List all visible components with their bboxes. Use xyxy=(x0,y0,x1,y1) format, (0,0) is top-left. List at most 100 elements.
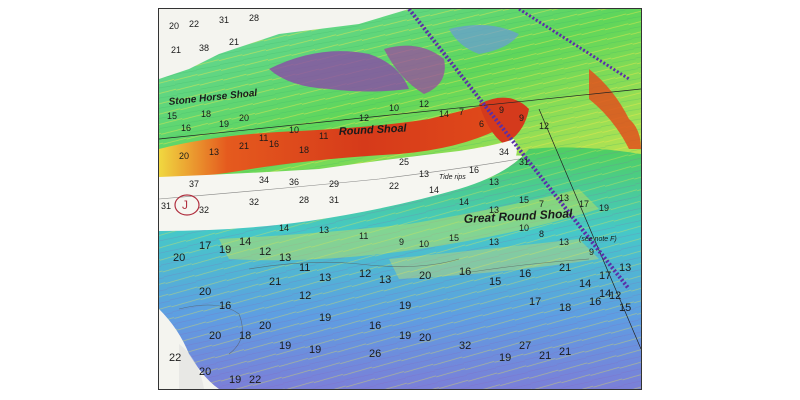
sounding-35: 37 xyxy=(189,179,199,189)
sounding-54: 13 xyxy=(319,225,329,235)
sounding-81: 13 xyxy=(619,262,631,274)
feature-round-shoal: Round Shoal xyxy=(339,122,408,138)
sounding-8: 16 xyxy=(181,123,191,133)
sounding-70: 11 xyxy=(299,262,310,274)
sounding-105: 19 xyxy=(499,352,511,364)
sounding-110: 19 xyxy=(229,374,241,386)
sounding-22: 9 xyxy=(519,113,524,123)
sounding-55: 11 xyxy=(359,231,368,241)
sounding-44: 13 xyxy=(489,177,499,187)
sounding-23: 12 xyxy=(539,121,549,131)
feature-see-note: (see note F) xyxy=(579,236,617,243)
sounding-94: 18 xyxy=(239,330,251,342)
sounding-74: 20 xyxy=(419,270,431,282)
course-line xyxy=(407,9,631,291)
buoy-marker[interactable]: J xyxy=(174,194,200,216)
sounding-7: 15 xyxy=(167,111,177,121)
sounding-1: 22 xyxy=(189,19,199,29)
sounding-79: 14 xyxy=(579,278,591,290)
sounding-82: 14 xyxy=(599,288,611,300)
sounding-18: 14 xyxy=(439,109,449,119)
sounding-14: 11 xyxy=(319,131,328,141)
sounding-2: 31 xyxy=(219,15,229,25)
sounding-3: 28 xyxy=(249,13,259,23)
sounding-21: 9 xyxy=(499,105,504,115)
sounding-47: 13 xyxy=(489,205,499,215)
sounding-27: 16 xyxy=(269,139,279,149)
sounding-69: 13 xyxy=(279,252,291,264)
sounding-65: 17 xyxy=(199,240,211,252)
sounding-4: 21 xyxy=(171,45,181,55)
sounding-40: 31 xyxy=(329,195,339,205)
nautical-chart[interactable]: 20 22 31 28 21 38 21 15 16 18 19 20 11 10 11 12 10 12 14 7 6… xyxy=(158,8,642,390)
sounding-15: 12 xyxy=(359,113,369,123)
sounding-98: 16 xyxy=(369,320,381,332)
sounding-111: 22 xyxy=(249,374,261,386)
sounding-25: 13 xyxy=(209,147,219,157)
sounding-43: 16 xyxy=(469,165,479,175)
sounding-77: 16 xyxy=(519,268,531,280)
sounding-80: 17 xyxy=(599,270,611,282)
sounding-104: 21 xyxy=(559,346,571,358)
sounding-53: 14 xyxy=(279,223,289,233)
lower-land-area xyxy=(159,309,219,389)
sounding-67: 14 xyxy=(239,236,251,248)
north-deep-purple xyxy=(269,51,409,92)
sounding-84: 20 xyxy=(199,286,211,298)
sounding-41: 22 xyxy=(389,181,399,191)
sounding-9: 18 xyxy=(201,109,211,119)
sounding-62: 13 xyxy=(559,237,569,247)
sounding-106: 27 xyxy=(519,340,531,352)
sounding-76: 15 xyxy=(489,276,501,288)
sounding-72: 12 xyxy=(359,268,371,280)
sounding-16: 10 xyxy=(389,103,399,113)
sounding-46: 14 xyxy=(459,197,469,207)
sounding-99: 19 xyxy=(399,330,411,342)
sounding-83: 12 xyxy=(609,290,621,302)
sounding-64: 20 xyxy=(173,252,185,264)
sounding-86: 21 xyxy=(269,276,281,288)
sounding-13: 10 xyxy=(289,125,299,135)
sounding-29: 25 xyxy=(399,157,409,167)
sounding-109: 20 xyxy=(199,366,211,378)
round-shoal-red-band xyxy=(159,104,501,178)
sounding-48: 15 xyxy=(519,195,529,205)
sounding-92: 15 xyxy=(619,302,631,314)
sounding-37: 32 xyxy=(199,205,209,215)
sounding-88: 19 xyxy=(399,300,411,312)
sounding-5: 38 xyxy=(199,43,209,53)
sounding-39: 28 xyxy=(299,195,309,205)
sounding-100: 20 xyxy=(419,332,431,344)
sounding-19: 7 xyxy=(459,107,464,117)
sounding-10: 19 xyxy=(219,119,229,129)
sounding-91: 16 xyxy=(589,296,601,308)
channel-white xyxy=(159,139,517,231)
sounding-57: 10 xyxy=(419,239,429,249)
sounding-26: 21 xyxy=(239,141,249,151)
sounding-71: 13 xyxy=(319,272,331,284)
sounding-34: 29 xyxy=(329,179,339,189)
sounding-20: 6 xyxy=(479,119,484,129)
sounding-89: 17 xyxy=(529,296,541,308)
sounding-45: 14 xyxy=(429,185,439,195)
sounding-103: 32 xyxy=(459,340,471,352)
sounding-50: 13 xyxy=(559,193,569,203)
feature-great-round-shoal: Great Round Shoal xyxy=(463,206,573,226)
sounding-96: 19 xyxy=(279,340,291,352)
sounding-12: 11 xyxy=(259,133,268,143)
sounding-108: 22 xyxy=(169,352,181,364)
sounding-17: 12 xyxy=(419,99,429,109)
depth-contours xyxy=(159,158,590,355)
sounding-0: 20 xyxy=(169,21,179,31)
sounding-97: 19 xyxy=(319,312,331,324)
sounding-38: 32 xyxy=(249,197,259,207)
upper-land-area xyxy=(159,9,409,79)
sounding-33: 34 xyxy=(259,175,269,185)
sounding-58: 15 xyxy=(449,233,459,243)
sounding-85: 16 xyxy=(219,300,231,312)
sounding-90: 18 xyxy=(559,302,571,314)
sounding-95: 20 xyxy=(259,320,271,332)
